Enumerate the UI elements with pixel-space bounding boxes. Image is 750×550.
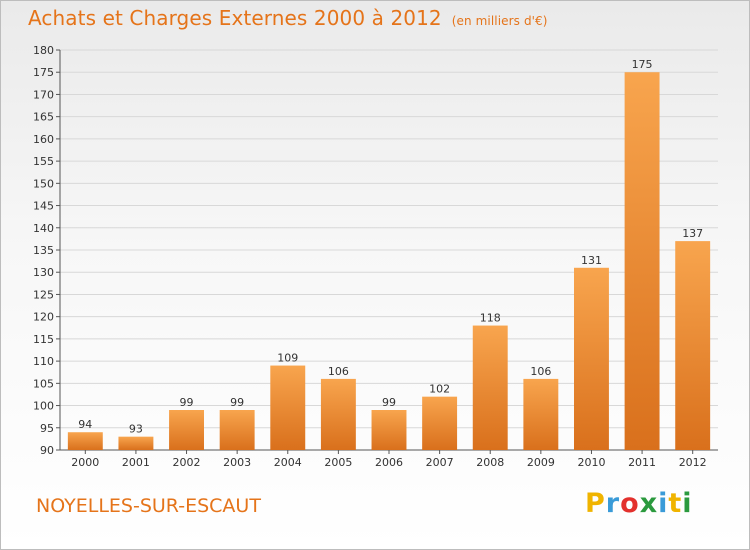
x-tick-label-2006: 2006 xyxy=(375,456,403,469)
y-tick-label: 110 xyxy=(33,355,54,368)
y-tick-label: 95 xyxy=(40,422,54,435)
bar-2009 xyxy=(523,378,559,450)
logo-letter: o xyxy=(620,488,640,519)
y-tick-label: 120 xyxy=(33,311,54,324)
y-tick-label: 170 xyxy=(33,88,54,101)
x-tick-label-2008: 2008 xyxy=(476,456,504,469)
data-label-2010: 131 xyxy=(581,254,602,267)
x-tick-label-2010: 2010 xyxy=(577,456,605,469)
x-tick-label-2009: 2009 xyxy=(527,456,555,469)
y-tick-label: 135 xyxy=(33,244,54,257)
x-tick-label-2001: 2001 xyxy=(122,456,150,469)
data-label-2012: 137 xyxy=(682,227,703,240)
chart-title-text: Achats et Charges Externes 2000 à 2012 xyxy=(28,6,442,30)
y-tick-label: 100 xyxy=(33,400,54,413)
logo-letter: i xyxy=(682,488,693,519)
logo-letter: i xyxy=(658,488,669,519)
logo-letter: x xyxy=(639,488,659,519)
data-label-2009: 106 xyxy=(530,365,551,378)
data-label-2002: 99 xyxy=(180,396,194,409)
x-tick-label-2002: 2002 xyxy=(173,456,201,469)
bar-2001 xyxy=(118,436,154,450)
y-tick-label: 115 xyxy=(33,333,54,346)
y-tick-label: 140 xyxy=(33,222,54,235)
y-tick-label: 175 xyxy=(33,66,54,79)
axes: 90 95 100 105 110 115 120 125 130 135 140 145 150 155… xyxy=(33,44,718,469)
grid-lines xyxy=(60,49,718,429)
bar-2011 xyxy=(624,72,660,450)
location-label: NOYELLES-SUR-ESCAUT xyxy=(36,495,261,517)
proxiti-logo: Proxiti xyxy=(585,488,693,519)
y-tick-label: 145 xyxy=(33,200,54,213)
x-tick-label-2005: 2005 xyxy=(324,456,352,469)
y-tick-label: 180 xyxy=(33,44,54,57)
y-tick-label: 90 xyxy=(40,444,54,457)
chart-subtitle: (en milliers d'€) xyxy=(451,14,548,28)
data-label-2008: 118 xyxy=(480,312,501,325)
bar-2005 xyxy=(320,378,356,450)
x-tick-label-2007: 2007 xyxy=(426,456,454,469)
data-label-2004: 109 xyxy=(277,352,298,365)
x-tick-label-2000: 2000 xyxy=(71,456,99,469)
data-label-2011: 175 xyxy=(632,58,653,71)
data-label-2001: 93 xyxy=(129,423,143,436)
bar-2000 xyxy=(67,432,103,450)
x-tick-label-2003: 2003 xyxy=(223,456,251,469)
y-tick-label: 105 xyxy=(33,377,54,390)
x-tick-label-2004: 2004 xyxy=(274,456,302,469)
data-label-2003: 99 xyxy=(230,396,244,409)
data-label-2006: 99 xyxy=(382,396,396,409)
bar-2002 xyxy=(169,410,205,450)
bar-2004 xyxy=(270,365,306,450)
data-label-2005: 106 xyxy=(328,365,349,378)
x-tick-label-2011: 2011 xyxy=(628,456,656,469)
y-tick-label: 150 xyxy=(33,177,54,190)
bar-2008 xyxy=(472,325,508,450)
data-label-2000: 94 xyxy=(78,418,92,431)
y-tick-label: 155 xyxy=(33,155,54,168)
logo-letter: P xyxy=(585,488,606,519)
y-tick-label: 165 xyxy=(33,111,54,124)
data-label-2007: 102 xyxy=(429,383,450,396)
y-tick-label: 160 xyxy=(33,133,54,146)
y-tick-label: 125 xyxy=(33,288,54,301)
y-tick-label: 130 xyxy=(33,266,54,279)
bar-2010 xyxy=(573,267,609,450)
x-tick-label-2012: 2012 xyxy=(679,456,707,469)
bars xyxy=(67,72,711,450)
bar-2003 xyxy=(219,410,255,450)
data-labels: 94 93 99 99 109 106 99 102 118 106 131 175 137 xyxy=(78,58,703,435)
bar-2006 xyxy=(371,410,407,450)
bar-2007 xyxy=(422,396,458,450)
bar-2012 xyxy=(675,241,711,450)
logo-letter: t xyxy=(668,488,683,519)
chart-title: Achats et Charges Externes 2000 à 2012 (e… xyxy=(28,6,548,30)
logo-letter: r xyxy=(605,488,621,519)
